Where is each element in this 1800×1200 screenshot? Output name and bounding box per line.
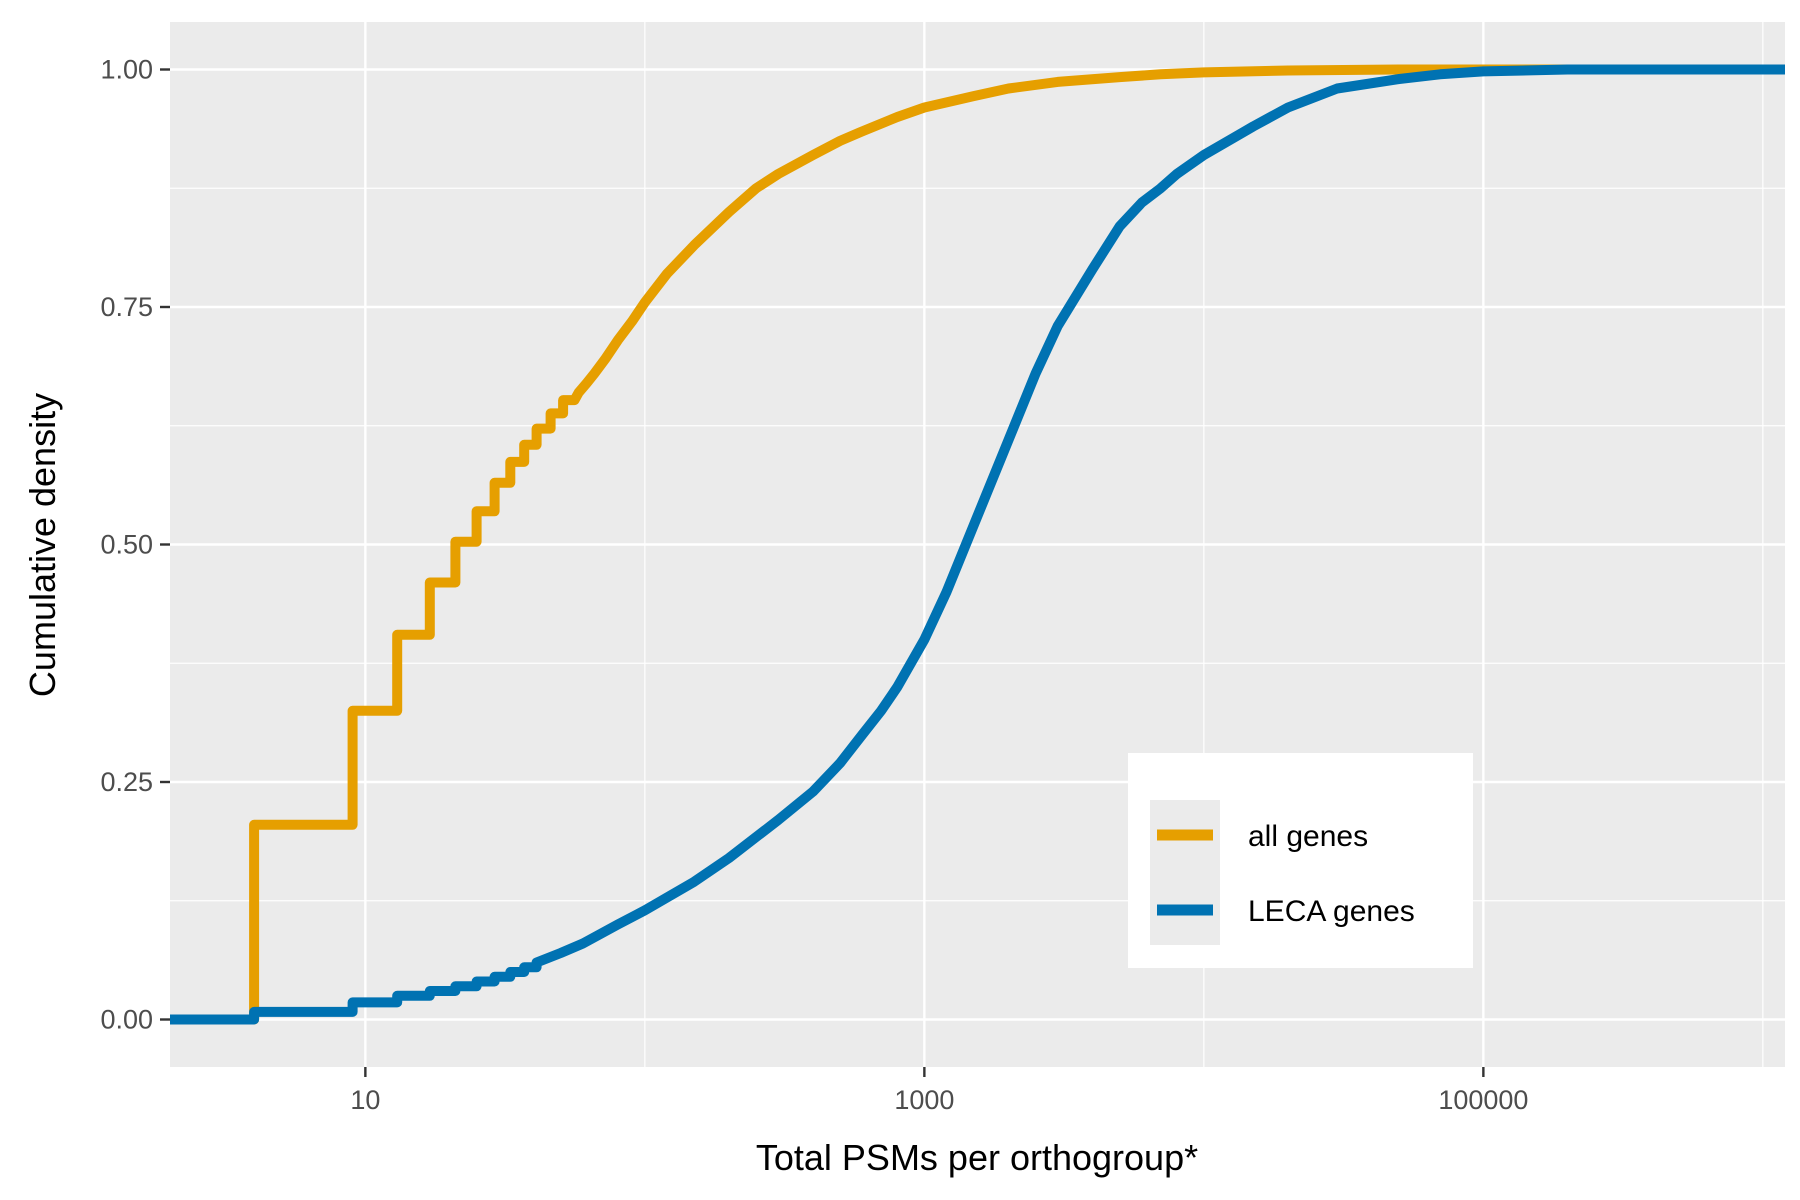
legend-key-background <box>1150 800 1220 945</box>
series-line-leca-genes <box>170 64 1785 1025</box>
y-tick-label: 1.00 <box>100 55 153 85</box>
legend: all genes LECA genes <box>1128 753 1473 968</box>
x-tick-label: 100000 <box>1438 1085 1528 1115</box>
series-layer <box>170 64 1785 1025</box>
x-axis-title: Total PSMs per orthogroup* <box>756 1137 1198 1178</box>
y-axis: 0.00 0.25 0.50 0.75 1.00 <box>100 55 170 1035</box>
y-tick-label: 0.25 <box>100 767 153 797</box>
y-tick-label: 0.75 <box>100 292 153 322</box>
legend-label-leca-genes: LECA genes <box>1248 895 1415 928</box>
x-axis: 10 1000 100000 <box>350 1067 1528 1115</box>
major-gridlines <box>170 22 1785 1067</box>
y-axis-title: Cumulative density <box>22 393 63 697</box>
x-tick-label: 1000 <box>894 1085 954 1115</box>
series-line-all-genes <box>170 64 1785 1025</box>
legend-label-all-genes: all genes <box>1248 820 1368 853</box>
y-tick-label: 0.50 <box>100 530 153 560</box>
y-tick-label: 0.00 <box>100 1005 153 1035</box>
x-tick-label: 10 <box>350 1085 380 1115</box>
